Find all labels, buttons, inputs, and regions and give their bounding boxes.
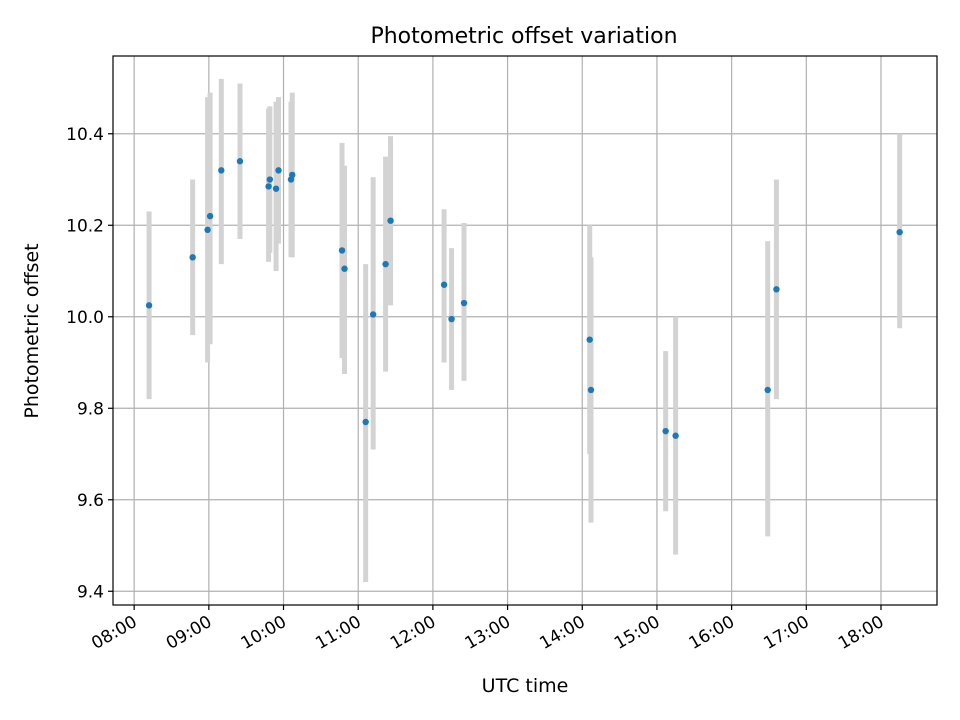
x-tick-label: 12:00 (387, 612, 439, 654)
data-point (460, 299, 468, 307)
data-point (382, 260, 389, 268)
data-point (266, 176, 274, 183)
plot-frame (112, 55, 938, 606)
data-point (189, 254, 196, 261)
data-point (896, 228, 903, 236)
y-tick-label: 10.2 (66, 216, 104, 236)
data-point (672, 432, 679, 439)
x-axis: 08:00 09:00 10:00 11:00 12:00 13:00 14:00 15:00… (88, 605, 887, 654)
data-point (341, 265, 348, 272)
data-point (265, 183, 272, 190)
data-point (587, 386, 595, 394)
x-tick-label: 11:00 (312, 612, 364, 654)
x-tick-label: 17:00 (760, 612, 812, 654)
y-axis-label: Photometric offset (21, 243, 43, 418)
data-point (204, 226, 211, 234)
data-point (236, 158, 244, 165)
x-tick-label: 13:00 (462, 612, 514, 654)
y-tick-label: 9.8 (77, 399, 104, 419)
data-point (440, 281, 448, 288)
x-tick-label: 14:00 (536, 612, 588, 654)
x-tick-label: 10:00 (238, 612, 290, 654)
data-point (338, 247, 346, 254)
data-point (662, 427, 669, 435)
data-point (206, 212, 214, 220)
data-point (289, 171, 296, 179)
error-bars (146, 78, 903, 583)
data-point (387, 217, 394, 224)
data-point (586, 336, 593, 343)
data-point (448, 315, 455, 323)
data-point (362, 418, 369, 426)
data-points (145, 158, 903, 439)
data-point (764, 386, 771, 394)
x-tick-label: 15:00 (611, 612, 663, 654)
grid-lines (113, 56, 937, 605)
data-point (145, 302, 153, 309)
data-point (369, 311, 377, 318)
data-point (275, 167, 282, 174)
x-tick-label: 18:00 (835, 612, 887, 654)
y-tick-label: 9.6 (77, 491, 104, 511)
data-point (218, 167, 225, 174)
y-tick-label: 10.0 (66, 308, 104, 328)
y-tick-label: 9.4 (77, 582, 104, 602)
chart-title: Photometric offset variation (370, 24, 677, 49)
x-tick-label: 08:00 (88, 612, 140, 654)
data-point (773, 286, 780, 293)
data-point (272, 185, 280, 192)
y-axis: 9.4 9.6 9.8 10.0 10.2 10.4 (66, 125, 113, 602)
x-axis-label: UTC time (482, 675, 569, 697)
x-tick-label: 16:00 (686, 612, 738, 654)
y-tick-label: 10.4 (66, 125, 104, 145)
x-tick-label: 09:00 (163, 612, 215, 654)
